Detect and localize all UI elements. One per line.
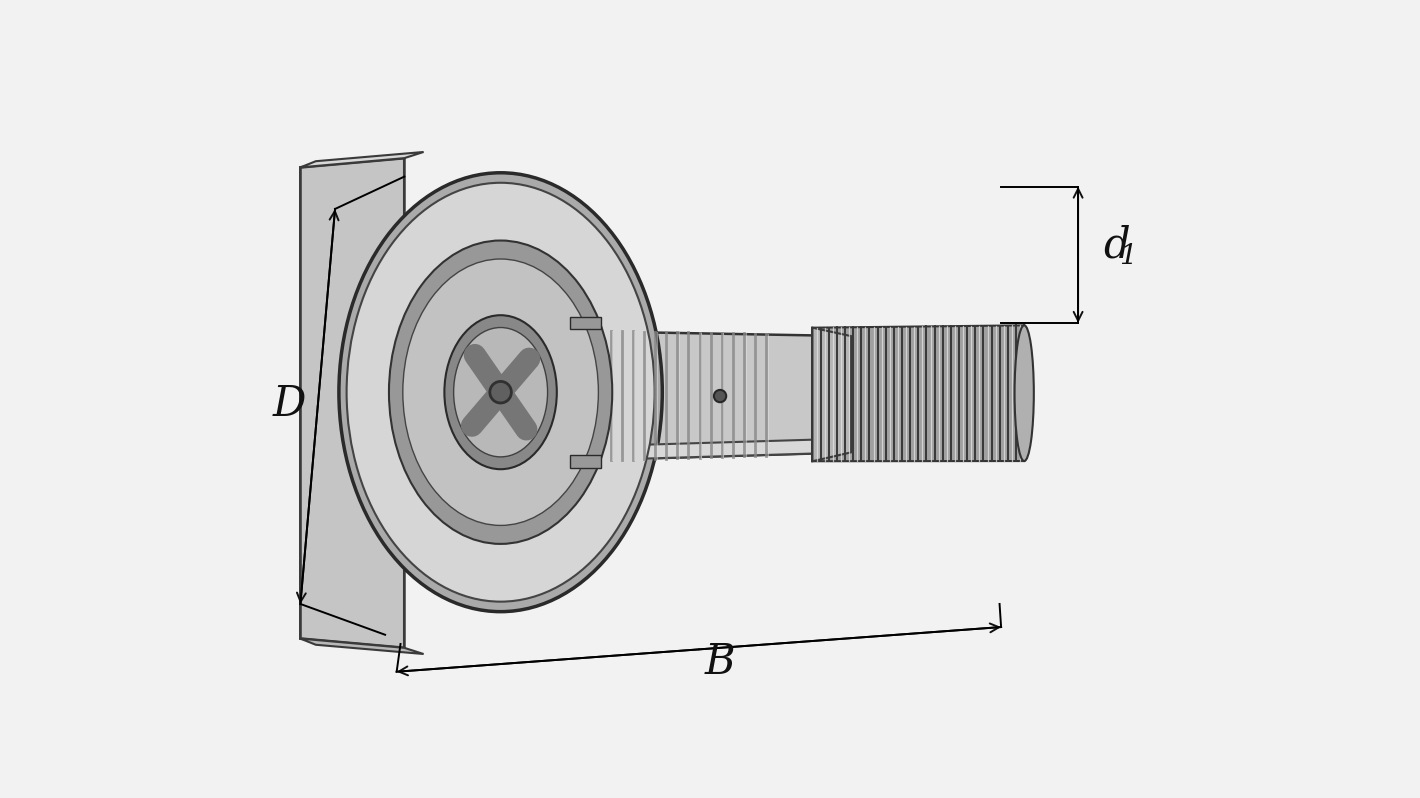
- Ellipse shape: [403, 259, 598, 525]
- Text: B: B: [704, 641, 736, 683]
- Ellipse shape: [423, 270, 532, 422]
- Ellipse shape: [453, 327, 548, 457]
- Polygon shape: [812, 328, 851, 461]
- Ellipse shape: [444, 315, 557, 469]
- Ellipse shape: [346, 183, 655, 602]
- Circle shape: [490, 381, 511, 403]
- Polygon shape: [569, 456, 601, 468]
- Polygon shape: [547, 439, 851, 461]
- Polygon shape: [301, 638, 423, 654]
- Polygon shape: [301, 152, 423, 168]
- Text: 1: 1: [1119, 243, 1136, 271]
- Text: d: d: [1103, 225, 1130, 267]
- Polygon shape: [547, 330, 851, 461]
- Polygon shape: [569, 317, 601, 329]
- Ellipse shape: [339, 172, 662, 611]
- Text: D: D: [273, 383, 305, 425]
- Polygon shape: [812, 326, 1024, 461]
- Circle shape: [714, 390, 726, 402]
- Ellipse shape: [1014, 326, 1034, 461]
- Polygon shape: [301, 158, 405, 648]
- Ellipse shape: [389, 240, 612, 544]
